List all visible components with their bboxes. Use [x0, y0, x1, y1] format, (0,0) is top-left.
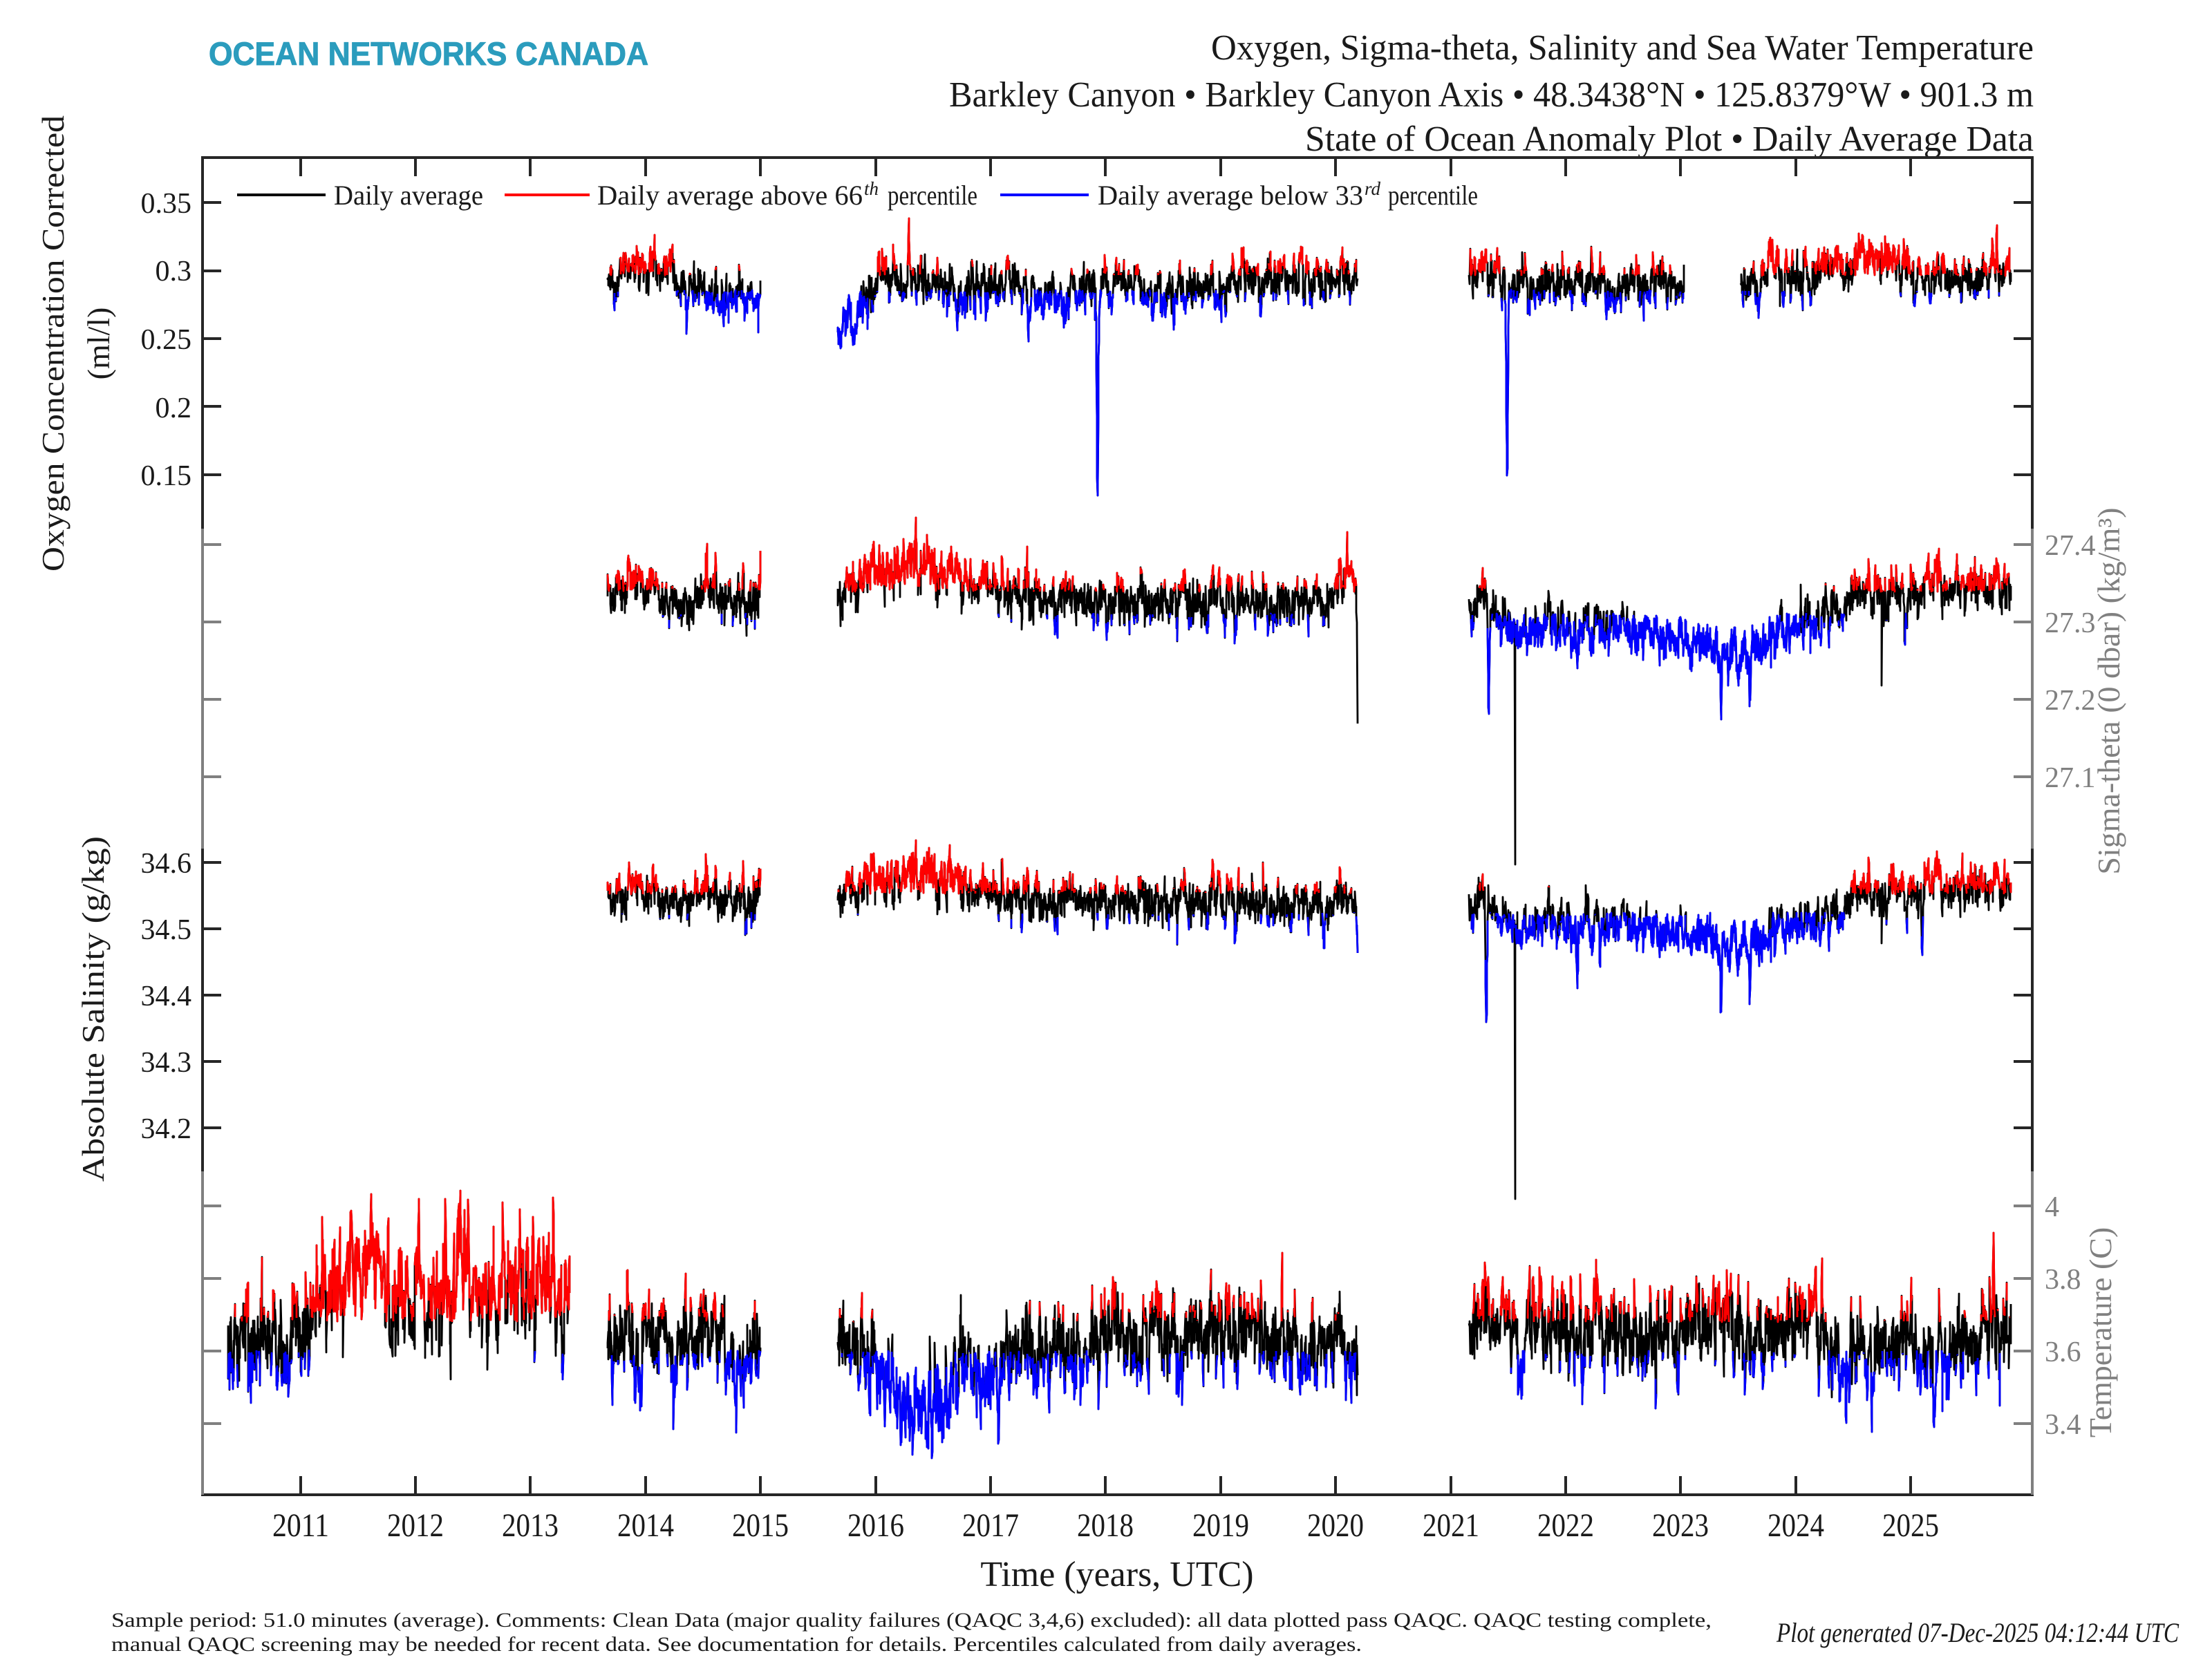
svg-text:Daily average below 33: Daily average below 33 — [1098, 180, 1363, 211]
svg-text:2023: 2023 — [1652, 1507, 1709, 1544]
svg-text:0.3: 0.3 — [156, 256, 192, 287]
svg-text:0.15: 0.15 — [141, 460, 192, 492]
svg-text:27.2: 27.2 — [2045, 685, 2096, 717]
svg-text:percentile: percentile — [1388, 180, 1478, 211]
svg-text:3.8: 3.8 — [2045, 1264, 2081, 1296]
svg-text:Oxygen, Sigma-theta, Salinity: Oxygen, Sigma-theta, Salinity and Sea Wa… — [1211, 28, 2034, 68]
svg-text:(ml/l): (ml/l) — [81, 308, 116, 380]
svg-text:manual QAQC screening may be n: manual QAQC screening may be needed for … — [111, 1633, 1362, 1656]
svg-text:34.6: 34.6 — [141, 848, 192, 880]
svg-text:2016: 2016 — [847, 1507, 904, 1544]
svg-text:2021: 2021 — [1423, 1507, 1479, 1544]
svg-text:OCEAN NETWORKS CANADA: OCEAN NETWORKS CANADA — [209, 35, 648, 72]
svg-text:Plot generated 07-Dec-2025 04:: Plot generated 07-Dec-2025 04:12:44 UTC — [1776, 1617, 2180, 1648]
svg-text:Daily average: Daily average — [334, 180, 483, 211]
svg-text:2011: 2011 — [272, 1507, 329, 1544]
svg-text:Sigma-theta (0 dbar) (kg/m³): Sigma-theta (0 dbar) (kg/m³) — [2091, 507, 2126, 874]
svg-text:4: 4 — [2045, 1191, 2059, 1223]
svg-text:34.2: 34.2 — [141, 1113, 192, 1145]
svg-text:Absolute Salinity (g/kg): Absolute Salinity (g/kg) — [75, 836, 111, 1182]
svg-text:percentile: percentile — [888, 180, 977, 211]
svg-text:2013: 2013 — [502, 1507, 559, 1544]
svg-text:2022: 2022 — [1537, 1507, 1594, 1544]
svg-text:2012: 2012 — [387, 1507, 444, 1544]
svg-text:34.4: 34.4 — [141, 981, 192, 1012]
svg-text:2019: 2019 — [1192, 1507, 1249, 1544]
svg-text:3.4: 3.4 — [2045, 1409, 2081, 1441]
svg-text:Temperature (C): Temperature (C) — [2083, 1227, 2118, 1438]
svg-text:2018: 2018 — [1077, 1507, 1134, 1544]
svg-text:3.6: 3.6 — [2045, 1337, 2081, 1368]
svg-text:Barkley Canyon • Barkley Canyo: Barkley Canyon • Barkley Canyon Axis • 4… — [949, 75, 2034, 115]
svg-text:2015: 2015 — [732, 1507, 789, 1544]
svg-text:2020: 2020 — [1307, 1507, 1364, 1544]
svg-text:th: th — [864, 178, 879, 199]
svg-text:27.4: 27.4 — [2045, 530, 2096, 562]
svg-text:0.2: 0.2 — [156, 393, 192, 424]
svg-text:rd: rd — [1365, 178, 1381, 199]
svg-text:2017: 2017 — [962, 1507, 1019, 1544]
svg-text:Time (years, UTC): Time (years, UTC) — [980, 1555, 1253, 1594]
svg-text:Daily average above 66: Daily average above 66 — [597, 180, 863, 211]
svg-text:0.35: 0.35 — [141, 188, 192, 220]
svg-text:State of Ocean Anomaly Plot •: State of Ocean Anomaly Plot • Daily Aver… — [1305, 120, 2034, 159]
svg-text:27.1: 27.1 — [2045, 762, 2096, 794]
svg-text:Oxygen Concentration Corrected: Oxygen Concentration Corrected — [35, 115, 71, 572]
svg-text:34.3: 34.3 — [141, 1047, 192, 1079]
svg-text:0.25: 0.25 — [141, 324, 192, 356]
svg-text:2014: 2014 — [617, 1507, 674, 1544]
svg-text:34.5: 34.5 — [141, 914, 192, 946]
svg-text:27.3: 27.3 — [2045, 607, 2096, 639]
svg-text:Sample period: 51.0 minutes (a: Sample period: 51.0 minutes (average). C… — [111, 1609, 1712, 1632]
svg-text:2024: 2024 — [1768, 1507, 1824, 1544]
svg-text:2025: 2025 — [1882, 1507, 1939, 1544]
